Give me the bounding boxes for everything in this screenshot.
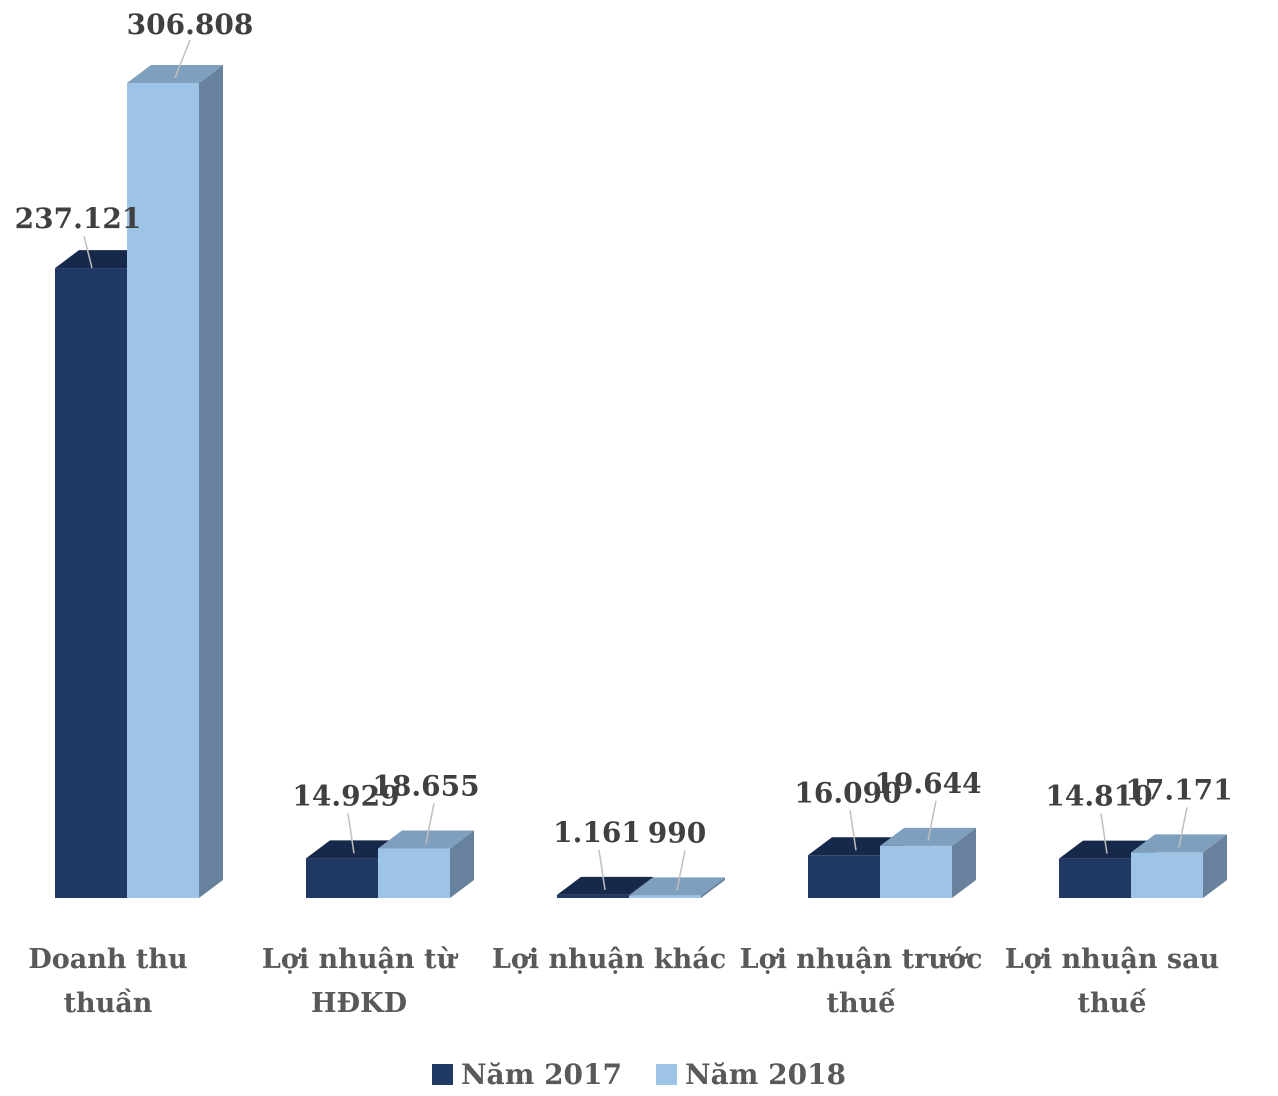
data-label-leader-line	[1100, 813, 1108, 854]
category-label-line: Lợi nhuận từ	[262, 944, 459, 975]
bar-top-face	[1131, 834, 1227, 853]
bar-side-face	[701, 877, 725, 898]
category-label-line: Doanh thu	[28, 944, 187, 975]
bar-front-face	[1059, 858, 1131, 898]
bar-2018-cat-0	[127, 65, 223, 898]
data-label-leader-line	[1178, 807, 1188, 848]
data-label-2017-cat-2: 1.161	[553, 816, 641, 849]
data-label-2018-cat-1: 18.655	[372, 769, 479, 802]
bar-top-face	[880, 827, 976, 846]
bar-front-face	[629, 895, 701, 898]
data-label-2018-cat-0: 306.808	[127, 8, 254, 41]
bar-front-face	[880, 845, 952, 898]
data-label-leader-line	[347, 813, 355, 854]
category-label-line: Lợi nhuận trước	[740, 944, 983, 975]
category-label-3: Lợi nhuận trước thuế	[740, 944, 983, 1019]
data-label-2017-cat-3: 16.090	[794, 776, 901, 809]
data-label-leader-line	[83, 235, 93, 269]
data-label-2018-cat-3: 19.644	[874, 767, 981, 800]
bar-side-face	[952, 827, 976, 898]
legend-item-2017: Năm 2017	[431, 1058, 622, 1091]
data-label-2018-cat-2: 990	[648, 816, 706, 849]
data-label-leader-line	[174, 39, 191, 79]
bar-top-face	[127, 65, 223, 83]
data-label-leader-line	[849, 810, 857, 851]
category-label-line: Lợi nhuận khác	[492, 944, 726, 975]
chart-legend: Năm 2017 Năm 2018	[0, 1058, 1278, 1091]
legend-label-2017: Năm 2017	[460, 1058, 622, 1091]
legend-swatch-2017	[431, 1064, 453, 1085]
data-label-2017-cat-1: 14.929	[292, 779, 399, 812]
bar-top-face	[629, 877, 725, 896]
bar-2017-cat-4	[1059, 840, 1155, 898]
legend-item-2018: Năm 2018	[656, 1058, 846, 1091]
bar-2018-cat-3	[880, 827, 976, 898]
category-label-line: thuế	[827, 987, 897, 1019]
category-label-4: Lợi nhuận sau thuế	[1005, 944, 1219, 1019]
bar-side-face	[450, 830, 474, 898]
category-label-0: Doanh thu thuần	[28, 944, 187, 1019]
data-label-2017-cat-0: 237.121	[15, 202, 142, 235]
category-label-line: HĐKD	[311, 988, 407, 1019]
bar-front-face	[378, 848, 450, 898]
bar-2018-cat-1	[378, 830, 474, 898]
bar-2018-cat-2	[629, 877, 725, 898]
bar-front-face	[306, 858, 378, 898]
bar-side-face	[1203, 834, 1227, 898]
data-label-leader-line	[927, 800, 937, 841]
bar-front-face	[808, 855, 880, 898]
legend-label-2018: Năm 2018	[685, 1058, 847, 1091]
category-label-2: Lợi nhuận khác	[492, 944, 726, 975]
bar-top-face	[378, 830, 474, 849]
legend-swatch-2018	[656, 1064, 677, 1085]
category-label-1: Lợi nhuận từ HĐKD	[262, 944, 459, 1019]
bar-side-face	[199, 65, 223, 898]
bar-front-face	[557, 894, 629, 898]
category-label-line: thuế	[1078, 987, 1148, 1019]
data-label-leader-line	[425, 803, 435, 844]
bar-front-face	[55, 268, 127, 898]
bar-front-face	[127, 83, 199, 898]
bar-front-face	[1131, 852, 1203, 898]
data-label-2018-cat-4: 17.171	[1125, 773, 1232, 806]
data-label-leader-line	[676, 850, 686, 891]
category-label-line: thuần	[64, 987, 153, 1019]
category-label-line: Lợi nhuận sau	[1005, 944, 1219, 975]
data-label-2017-cat-4: 14.810	[1045, 780, 1152, 813]
data-label-leader-line	[598, 849, 606, 891]
bar-2018-cat-4	[1131, 834, 1227, 898]
